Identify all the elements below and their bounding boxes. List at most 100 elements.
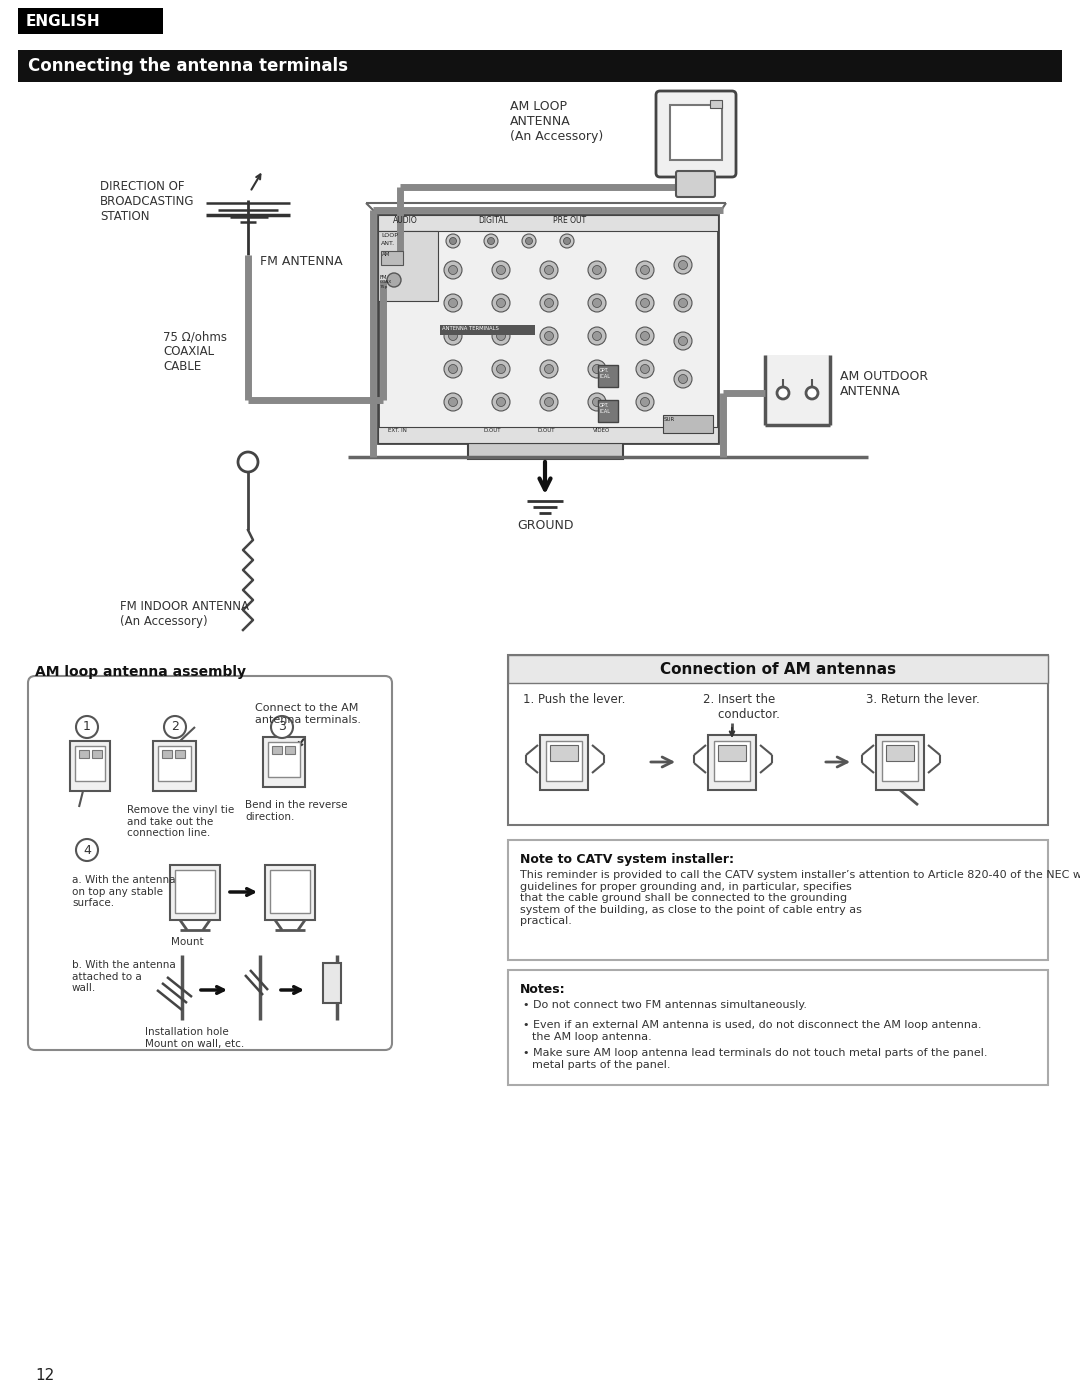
Circle shape xyxy=(636,327,654,346)
Bar xyxy=(598,365,618,388)
Bar xyxy=(381,250,403,264)
Circle shape xyxy=(497,365,505,374)
Text: 1. Push the lever.: 1. Push the lever. xyxy=(523,693,625,706)
Bar xyxy=(718,746,746,761)
Text: DIRECTION OF
BROADCASTING
STATION: DIRECTION OF BROADCASTING STATION xyxy=(100,180,194,222)
Circle shape xyxy=(522,234,536,248)
Bar xyxy=(75,746,105,781)
Text: 2. Insert the
    conductor.: 2. Insert the conductor. xyxy=(703,693,780,720)
Circle shape xyxy=(444,262,462,278)
Bar xyxy=(153,741,195,790)
Text: EXT. IN: EXT. IN xyxy=(388,428,407,434)
Text: FM ANTENNA: FM ANTENNA xyxy=(260,255,342,269)
Circle shape xyxy=(387,273,401,287)
Bar xyxy=(323,963,341,1003)
Circle shape xyxy=(76,716,98,739)
Bar xyxy=(270,870,310,914)
Bar xyxy=(79,750,89,758)
Text: 1: 1 xyxy=(83,720,91,733)
Circle shape xyxy=(674,369,692,388)
Bar xyxy=(92,750,102,758)
Bar xyxy=(378,231,438,301)
Bar xyxy=(546,741,582,781)
Circle shape xyxy=(561,234,573,248)
Text: metal parts of the panel.: metal parts of the panel. xyxy=(532,1060,671,1070)
Circle shape xyxy=(593,332,602,340)
Bar xyxy=(272,746,282,754)
Circle shape xyxy=(444,393,462,411)
Circle shape xyxy=(446,234,460,248)
Circle shape xyxy=(492,393,510,411)
Circle shape xyxy=(674,256,692,274)
Bar xyxy=(170,865,220,921)
Circle shape xyxy=(593,397,602,407)
Circle shape xyxy=(678,260,688,270)
Circle shape xyxy=(544,266,554,274)
Circle shape xyxy=(492,360,510,378)
Bar xyxy=(714,741,750,781)
Circle shape xyxy=(640,397,649,407)
Bar xyxy=(18,8,163,34)
Circle shape xyxy=(540,393,558,411)
Circle shape xyxy=(777,388,789,399)
Text: OPT.: OPT. xyxy=(599,403,609,409)
Circle shape xyxy=(448,365,458,374)
Circle shape xyxy=(636,294,654,312)
Circle shape xyxy=(444,327,462,346)
Circle shape xyxy=(588,327,606,346)
Circle shape xyxy=(674,294,692,312)
Text: 4: 4 xyxy=(83,844,91,856)
Circle shape xyxy=(588,360,606,378)
Circle shape xyxy=(271,716,293,739)
Circle shape xyxy=(540,360,558,378)
Text: b. With the antenna
attached to a
wall.: b. With the antenna attached to a wall. xyxy=(72,960,176,993)
Circle shape xyxy=(640,365,649,374)
Bar xyxy=(158,746,191,781)
Text: • Even if an external AM antenna is used, do not disconnect the AM loop antenna.: • Even if an external AM antenna is used… xyxy=(523,1020,982,1030)
Text: SUR: SUR xyxy=(664,417,675,422)
Bar xyxy=(378,215,718,231)
Text: ICAL: ICAL xyxy=(599,409,610,414)
Text: D.OUT: D.OUT xyxy=(483,428,500,434)
Text: 3: 3 xyxy=(278,720,286,733)
Circle shape xyxy=(544,365,554,374)
Bar xyxy=(268,741,300,776)
Text: 2: 2 xyxy=(171,720,179,733)
Circle shape xyxy=(492,294,510,312)
Bar xyxy=(598,400,618,422)
Circle shape xyxy=(540,327,558,346)
Text: Note to CATV system installer:: Note to CATV system installer: xyxy=(519,853,734,866)
Circle shape xyxy=(526,238,532,245)
Bar xyxy=(468,443,623,459)
Text: Installation hole
Mount on wall, etc.: Installation hole Mount on wall, etc. xyxy=(145,1027,244,1049)
Circle shape xyxy=(593,266,602,274)
Circle shape xyxy=(678,375,688,383)
Bar xyxy=(540,734,588,790)
Text: 12: 12 xyxy=(35,1368,54,1384)
Bar xyxy=(886,746,914,761)
Circle shape xyxy=(497,298,505,308)
Circle shape xyxy=(588,294,606,312)
Text: • Do not connect two FM antennas simultaneously.: • Do not connect two FM antennas simulta… xyxy=(523,1000,807,1010)
Bar xyxy=(882,741,918,781)
Bar xyxy=(440,325,535,334)
Text: DIGITAL: DIGITAL xyxy=(478,215,508,225)
Text: the AM loop antenna.: the AM loop antenna. xyxy=(532,1032,651,1042)
Text: Mount: Mount xyxy=(171,937,203,947)
Circle shape xyxy=(448,332,458,340)
Bar xyxy=(765,355,831,425)
Text: This reminder is provided to call the CATV system installer’s attention to Artic: This reminder is provided to call the CA… xyxy=(519,870,1080,926)
Circle shape xyxy=(448,298,458,308)
Bar xyxy=(18,50,1062,83)
Text: LOOP: LOOP xyxy=(381,234,397,238)
Circle shape xyxy=(484,234,498,248)
Text: ENGLISH: ENGLISH xyxy=(26,14,100,28)
Text: AUDIO: AUDIO xyxy=(393,215,418,225)
Circle shape xyxy=(487,238,495,245)
Circle shape xyxy=(640,266,649,274)
Text: COAX: COAX xyxy=(380,280,392,284)
Text: 3. Return the lever.: 3. Return the lever. xyxy=(866,693,980,706)
Text: Connection of AM antennas: Connection of AM antennas xyxy=(660,662,896,677)
Text: AM loop antenna assembly: AM loop antenna assembly xyxy=(35,665,246,679)
Circle shape xyxy=(497,332,505,340)
